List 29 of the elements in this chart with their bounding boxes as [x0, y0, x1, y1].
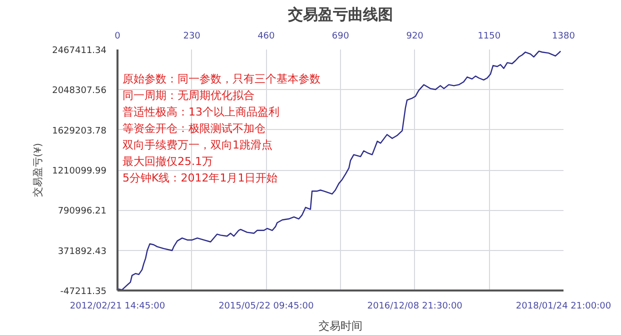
- annotation: 同一周期：无周期优化拟合: [122, 89, 254, 102]
- x-tick-label: 0: [114, 32, 121, 42]
- y-tick-label: 790996.21: [58, 206, 106, 217]
- text: 2018/01/24 21:00:00: [516, 302, 612, 312]
- annotation: 双向手续费万一，双向1跳滑点: [122, 138, 272, 152]
- x-tick-label: 230: [183, 32, 201, 42]
- y-tick-label: -47211.35: [60, 287, 107, 297]
- x-tick-label: 1380: [552, 32, 576, 42]
- y-axis-title: 交易盈亏(¥): [32, 142, 44, 198]
- y-tick-label: 371892.43: [58, 246, 106, 257]
- y-tick-label: 1210099.99: [52, 166, 107, 176]
- annotation: 普适性极高：13个以上商品盈利: [122, 106, 280, 118]
- chart-title: 交易盈亏曲线图: [287, 6, 393, 24]
- line-series: [118, 50, 562, 290]
- x-tick-label: 1150: [478, 32, 501, 42]
- annotation: 等资金开仓：极限测试不加仓: [122, 122, 266, 135]
- x-axis-title: 交易时间: [318, 320, 362, 332]
- x-tick-label: 690: [332, 32, 350, 42]
- x-tick-label: 920: [406, 32, 424, 42]
- y-tick-label: 2048307.56: [52, 86, 107, 96]
- text: 2015/05/22 09:45:00: [218, 302, 314, 312]
- y-tick-label: 2467411.34: [52, 46, 107, 56]
- y-tick-label: 1629203.78: [52, 126, 107, 136]
- text: 2012/02/21 14:45:00: [70, 302, 166, 312]
- text: 2016/12/08 21:30:00: [367, 302, 463, 312]
- annotation: 5分钟K线：2012年1月1日开始: [122, 172, 278, 184]
- x-tick-label: 460: [258, 32, 276, 42]
- annotation: 最大回撤仅25.1万: [122, 155, 213, 168]
- annotation: 原始参数：同一参数，只有三个基本参数: [122, 72, 320, 86]
